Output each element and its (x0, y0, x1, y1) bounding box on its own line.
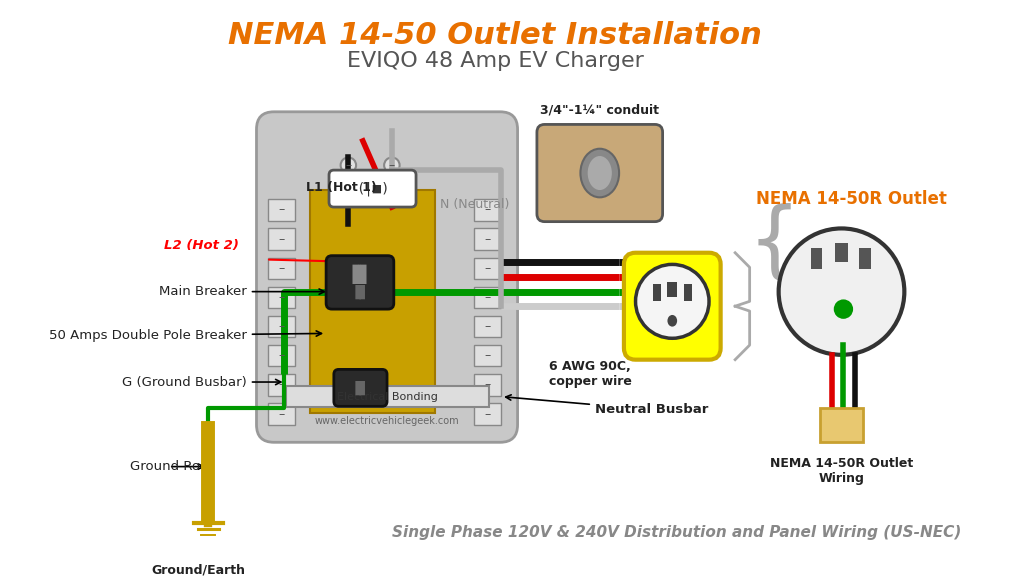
Ellipse shape (588, 156, 612, 190)
Text: Ground/Earth: Ground/Earth (152, 564, 246, 576)
Circle shape (636, 264, 709, 338)
Bar (474, 403, 501, 425)
Bar (820, 408, 863, 442)
Bar (835, 243, 848, 263)
Ellipse shape (668, 315, 677, 327)
Text: –: – (484, 203, 490, 217)
Text: www.electricvehiclegeek.com: www.electricvehiclegeek.com (314, 416, 460, 426)
Circle shape (834, 300, 853, 319)
Text: –: – (279, 262, 285, 275)
Bar (268, 403, 295, 425)
Text: –: – (484, 233, 490, 245)
Text: {: { (748, 203, 801, 283)
Text: –: – (279, 349, 285, 362)
FancyBboxPatch shape (256, 112, 517, 442)
Text: –: – (279, 291, 285, 304)
Text: ▐▌: ▐▌ (345, 265, 375, 285)
Text: L2 (Hot 2): L2 (Hot 2) (164, 240, 239, 252)
Bar (268, 199, 295, 221)
Text: –: – (345, 159, 351, 172)
Bar (474, 287, 501, 308)
Bar (668, 282, 677, 297)
Text: Electrical Bonding: Electrical Bonding (337, 392, 437, 401)
Bar (268, 345, 295, 366)
Text: –: – (279, 408, 285, 420)
Text: (|■): (|■) (355, 181, 389, 196)
Bar (268, 229, 295, 250)
Text: 6 AWG 90C,
copper wire: 6 AWG 90C, copper wire (549, 359, 632, 388)
Bar (474, 257, 501, 279)
Bar (653, 284, 660, 301)
Bar (474, 229, 501, 250)
Text: NEMA 14-50 Outlet Installation: NEMA 14-50 Outlet Installation (228, 21, 762, 50)
Text: 3/4"-1¼" conduit: 3/4"-1¼" conduit (541, 104, 659, 117)
Text: G (Ground Busbar): G (Ground Busbar) (122, 376, 281, 389)
Text: –: – (279, 233, 285, 245)
Text: –: – (484, 320, 490, 333)
Bar (268, 257, 295, 279)
Text: Single Phase 120V & 240V Distribution and Panel Wiring (US-NEC): Single Phase 120V & 240V Distribution an… (392, 525, 962, 540)
Text: –: – (484, 408, 490, 420)
Text: –: – (279, 320, 285, 333)
Circle shape (778, 229, 904, 355)
FancyBboxPatch shape (329, 170, 416, 207)
Ellipse shape (581, 149, 620, 198)
Bar (474, 345, 501, 366)
FancyBboxPatch shape (537, 124, 663, 222)
Text: L1 (Hot 1): L1 (Hot 1) (306, 181, 377, 195)
Text: ▐▌: ▐▌ (349, 285, 371, 300)
Text: ▐▌: ▐▌ (350, 381, 371, 395)
Text: EVIQO 48 Amp EV Charger: EVIQO 48 Amp EV Charger (347, 51, 644, 70)
Bar (474, 199, 501, 221)
Circle shape (341, 157, 356, 173)
Text: –: – (484, 378, 490, 392)
Text: Neutral Busbar: Neutral Busbar (506, 395, 709, 416)
Text: –: – (484, 291, 490, 304)
Bar (811, 248, 822, 269)
Bar (268, 316, 295, 338)
Text: 50 Amps Double Pole Breaker: 50 Amps Double Pole Breaker (49, 329, 322, 342)
Circle shape (384, 157, 399, 173)
Bar (268, 287, 295, 308)
Text: –: – (279, 203, 285, 217)
Text: –: – (484, 262, 490, 275)
Text: Ground Rod: Ground Rod (130, 460, 208, 473)
Text: N (Neutral): N (Neutral) (440, 198, 510, 211)
Bar (474, 316, 501, 338)
Bar (474, 374, 501, 396)
Bar (286, 386, 488, 407)
FancyBboxPatch shape (334, 369, 387, 406)
Text: –: – (389, 159, 395, 172)
Text: NEMA 14-50R Outlet
Wiring: NEMA 14-50R Outlet Wiring (770, 457, 913, 485)
Text: –: – (484, 349, 490, 362)
FancyBboxPatch shape (624, 253, 721, 359)
Text: –: – (279, 378, 285, 392)
Bar (268, 374, 295, 396)
Text: Main Breaker: Main Breaker (159, 285, 325, 298)
Bar (309, 190, 435, 413)
Bar (684, 284, 691, 301)
FancyBboxPatch shape (326, 256, 394, 309)
Bar (859, 248, 870, 269)
Text: NEMA 14-50R Outlet: NEMA 14-50R Outlet (756, 190, 946, 209)
